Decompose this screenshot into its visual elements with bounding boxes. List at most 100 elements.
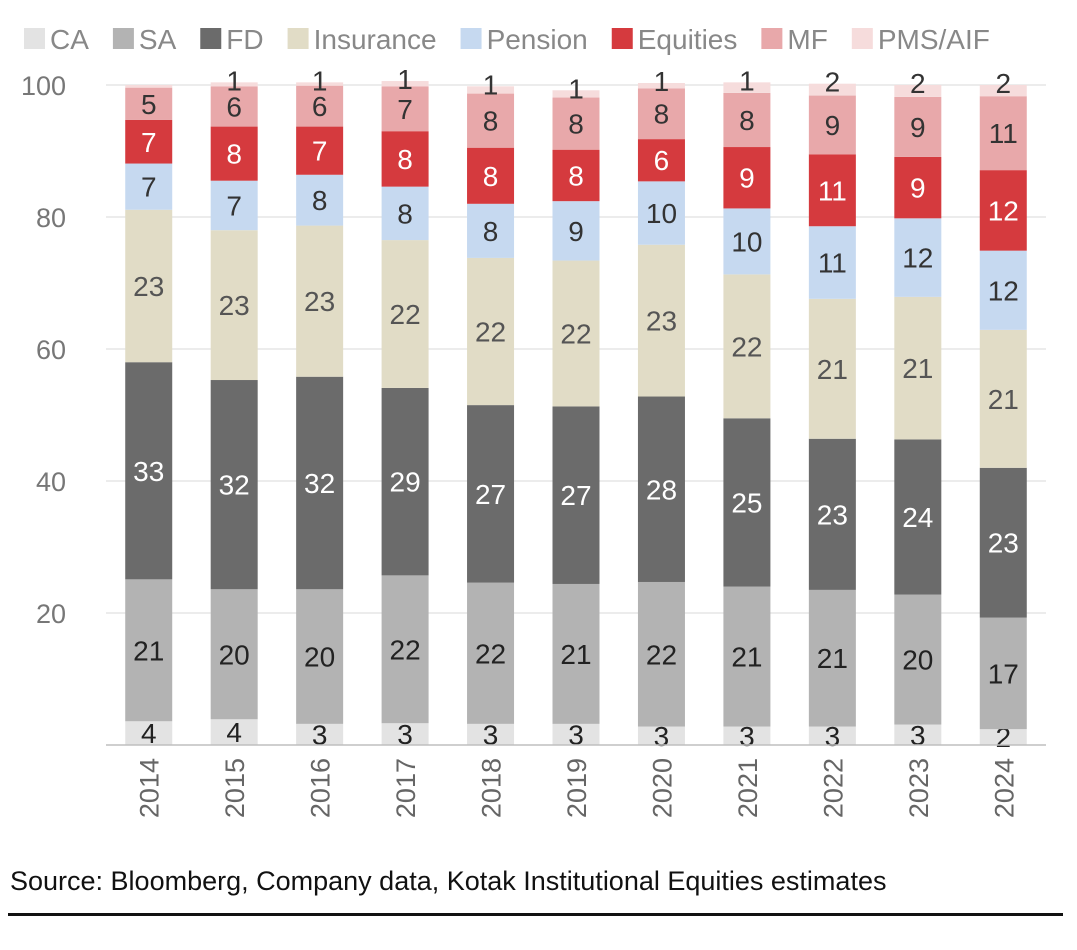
x-tick-label: 2022 xyxy=(818,758,848,818)
data-label: 8 xyxy=(568,109,584,140)
data-label: 24 xyxy=(902,502,933,533)
bar-segment-sa xyxy=(467,582,515,724)
bar-segment-fd xyxy=(723,418,771,587)
bar-segment-pension xyxy=(381,186,429,241)
bar-segment-pension xyxy=(210,180,258,231)
data-label: 7 xyxy=(141,172,157,203)
bar-segment-equities xyxy=(808,154,856,227)
bar-segment-pms-aif xyxy=(894,85,942,97)
data-label: 6 xyxy=(654,145,670,176)
data-label: 7 xyxy=(312,136,328,167)
data-label: 3 xyxy=(312,719,328,750)
data-label: 7 xyxy=(397,94,413,125)
legend-swatch-pension xyxy=(460,28,482,49)
bar-segment-pms-aif xyxy=(637,83,685,89)
data-label: 1 xyxy=(397,64,413,95)
bar-segment-mf xyxy=(125,87,173,120)
bar-segment-fd xyxy=(637,396,685,582)
data-label: 8 xyxy=(397,144,413,175)
bar-segment-pms-aif xyxy=(296,82,344,86)
bar-segment-ca xyxy=(125,721,173,745)
bar-segment-ca xyxy=(467,723,515,745)
bar-segment-pension xyxy=(723,208,771,275)
bar-segment-sa xyxy=(637,581,685,727)
bar-segment-mf xyxy=(979,96,1027,171)
legend-label: CA xyxy=(50,24,89,55)
bar-segment-pms-aif xyxy=(979,85,1027,97)
data-label: 9 xyxy=(739,163,755,194)
data-label: 1 xyxy=(568,73,584,104)
legend-label: MF xyxy=(787,24,827,55)
data-label: 23 xyxy=(219,290,250,321)
data-label: 3 xyxy=(397,719,413,750)
bar-segment-insurance xyxy=(808,298,856,439)
x-tick-label: 2017 xyxy=(391,758,421,818)
data-label: 22 xyxy=(390,299,421,330)
data-label: 8 xyxy=(568,160,584,191)
bar-segment-sa xyxy=(808,589,856,727)
bar-segment-equities xyxy=(125,119,173,164)
bar-segment-insurance xyxy=(723,274,771,419)
bar-segment-sa xyxy=(381,575,429,724)
bar-segment-fd xyxy=(552,406,600,584)
legend-swatch-sa xyxy=(112,28,134,49)
bar-segment-insurance xyxy=(637,244,685,397)
y-tick-label: 100 xyxy=(21,71,66,101)
data-label: 27 xyxy=(560,480,591,511)
bar-segment-insurance xyxy=(381,240,429,388)
data-label: 9 xyxy=(910,112,926,143)
bar-segment-ca xyxy=(637,726,685,745)
data-label: 4 xyxy=(226,717,242,748)
legend-label: Insurance xyxy=(314,24,437,55)
y-tick-label: 60 xyxy=(36,335,66,365)
x-tick-label: 2016 xyxy=(306,758,336,818)
data-label: 2 xyxy=(825,67,841,98)
data-label: 1 xyxy=(739,65,755,96)
data-label: 22 xyxy=(475,638,506,669)
bar-segment-ca xyxy=(808,726,856,745)
data-label: 21 xyxy=(817,354,848,385)
data-label: 8 xyxy=(397,198,413,229)
bar-segment-equities xyxy=(552,149,600,202)
bar-segment-equities xyxy=(979,170,1027,251)
data-label: 8 xyxy=(483,161,499,192)
data-label: 10 xyxy=(731,226,762,257)
data-label: 33 xyxy=(133,456,164,487)
bar-segment-ca xyxy=(894,724,942,745)
data-label: 21 xyxy=(902,353,933,384)
bar-segment-insurance xyxy=(552,260,600,407)
data-label: 12 xyxy=(988,275,1019,306)
bar-segment-equities xyxy=(894,156,942,219)
source-note: Source: Bloomberg, Company data, Kotak I… xyxy=(10,866,887,896)
data-label: 3 xyxy=(825,721,841,752)
data-label: 22 xyxy=(646,639,677,670)
data-label: 11 xyxy=(989,118,1018,149)
bar-segment-mf xyxy=(296,85,344,127)
data-label: 2 xyxy=(995,68,1011,99)
bar-segment-sa xyxy=(125,579,173,722)
bar-segment-fd xyxy=(125,362,173,580)
legend-swatch-mf xyxy=(761,28,783,49)
bar-segment-equities xyxy=(296,126,344,175)
data-label: 11 xyxy=(818,175,847,206)
bar-segment-ca xyxy=(979,729,1027,745)
x-tick-label: 2023 xyxy=(904,758,934,818)
legend-label: SA xyxy=(139,24,177,55)
bar-segment-insurance xyxy=(210,230,258,381)
bar-segment-pms-aif xyxy=(808,83,856,96)
bar-segment-fd xyxy=(210,380,258,590)
bar-segment-fd xyxy=(381,387,429,576)
legend-swatch-fd xyxy=(200,28,222,49)
data-label: 9 xyxy=(825,110,841,141)
data-label: 23 xyxy=(817,499,848,530)
legend-swatch-pms-aif xyxy=(851,28,873,49)
stacked-bar-chart: 2040608010042133237752014420322378612015… xyxy=(21,24,1046,818)
data-label: 1 xyxy=(226,65,242,96)
data-label: 20 xyxy=(304,642,335,673)
bar-segment-pms-aif xyxy=(210,82,258,87)
bar-segment-ca xyxy=(723,726,771,745)
bar-segment-insurance xyxy=(296,225,344,377)
data-label: 3 xyxy=(910,720,926,751)
data-label: 9 xyxy=(568,216,584,247)
data-label: 8 xyxy=(654,99,670,130)
